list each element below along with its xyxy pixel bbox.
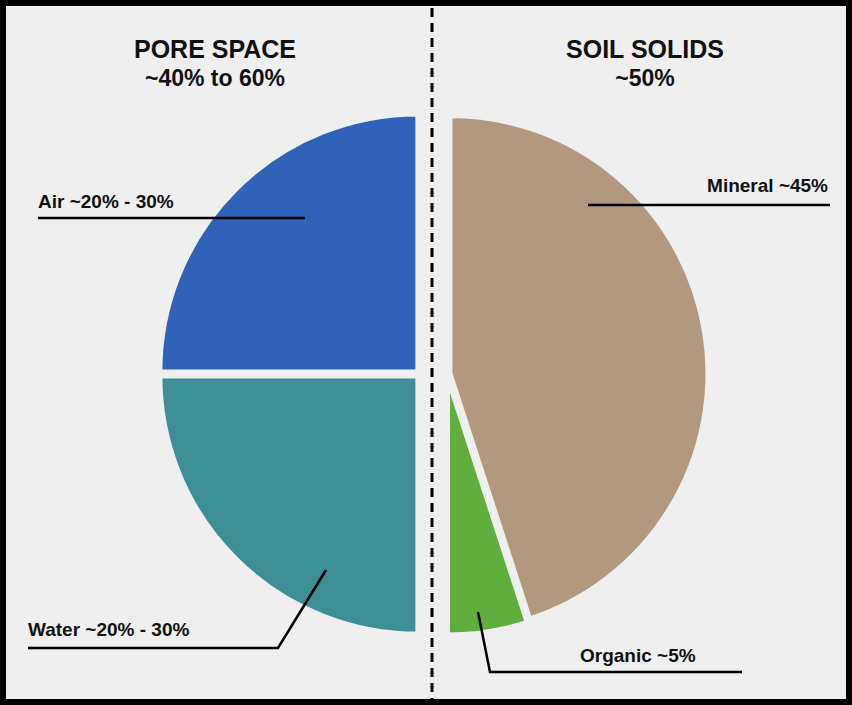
group-subtitle: ~40% to 60% — [145, 65, 285, 91]
slice-label: Water ~20% - 30% — [28, 619, 190, 640]
slice — [160, 114, 418, 372]
slice — [160, 376, 418, 634]
labels: Mineral ~45% Organic ~5% Water ~20% - 30% A… — [28, 175, 830, 672]
group-title: SOIL SOLIDS — [566, 35, 724, 63]
group-title: PORE SPACE — [134, 35, 296, 63]
background — [6, 6, 846, 699]
slice-label: Organic ~5% — [580, 645, 696, 666]
divider — [431, 8, 434, 705]
slice-label: Air ~20% - 30% — [38, 191, 174, 212]
leader-line — [28, 570, 326, 648]
leader-line — [588, 204, 830, 207]
pie — [160, 114, 708, 635]
chart: Mineral ~45% Organic ~5% Water ~20% - 30% A… — [0, 0, 852, 705]
slice-label: Mineral ~45% — [707, 175, 828, 196]
group-headers: PORE SPACE~40% to 60% SOIL SOLIDS~50% — [134, 35, 724, 91]
leader-line — [38, 217, 305, 220]
slice — [447, 377, 527, 635]
leader-line — [478, 612, 742, 672]
frame — [0, 0, 852, 705]
group-subtitle: ~50% — [615, 65, 674, 91]
